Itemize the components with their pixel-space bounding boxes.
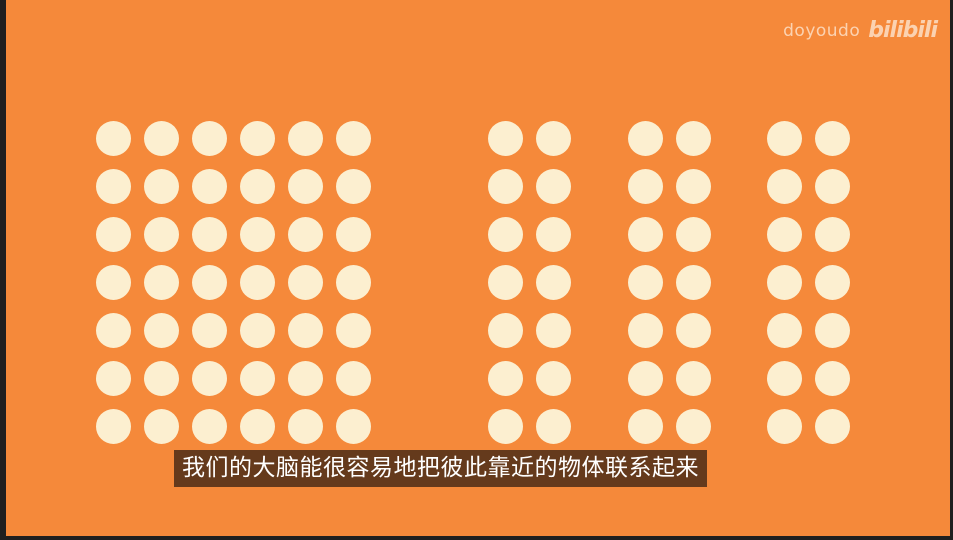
dot-pair-group-2-r1-c1	[628, 121, 663, 156]
dot-left-grid-r2-c3	[192, 169, 227, 204]
dot-pair-group-3-r7-c2	[815, 409, 850, 444]
dot-pair-group-2-r2-c2	[676, 169, 711, 204]
dot-left-grid-r1-c5	[288, 121, 323, 156]
dot-pair-group-1-r6-c2	[536, 361, 571, 396]
dot-left-grid-r6-c5	[288, 361, 323, 396]
dot-pair-group-1-r7-c2	[536, 409, 571, 444]
dot-left-grid-r5-c2	[144, 313, 179, 348]
dot-left-grid-r5-c4	[240, 313, 275, 348]
watermark: doyoudo bilibili	[783, 18, 938, 43]
dot-left-grid-r6-c2	[144, 361, 179, 396]
dot-pair-group-1-r3-c1	[488, 217, 523, 252]
dot-left-grid-r5-c3	[192, 313, 227, 348]
dot-left-grid-r1-c4	[240, 121, 275, 156]
dot-left-grid-r2-c1	[96, 169, 131, 204]
dot-pair-group-3-r7-c1	[767, 409, 802, 444]
subtitle-caption: 我们的大脑能很容易地把彼此靠近的物体联系起来	[174, 450, 707, 487]
dot-pair-group-2-r7-c1	[628, 409, 663, 444]
dot-left-grid-r3-c5	[288, 217, 323, 252]
dot-pair-group-2-r6-c2	[676, 361, 711, 396]
dot-left-grid-r4-c6	[336, 265, 371, 300]
dot-pair-group-3-r3-c2	[815, 217, 850, 252]
dot-left-grid-r4-c3	[192, 265, 227, 300]
dot-pair-group-2-r4-c1	[628, 265, 663, 300]
dot-left-grid-r6-c6	[336, 361, 371, 396]
dot-left-grid-r6-c1	[96, 361, 131, 396]
dot-left-grid-r5-c6	[336, 313, 371, 348]
dot-pair-group-2-r6-c1	[628, 361, 663, 396]
dot-pair-group-1-r3-c2	[536, 217, 571, 252]
dot-left-grid-r3-c2	[144, 217, 179, 252]
dot-left-grid-r7-c3	[192, 409, 227, 444]
dot-pair-group-1-r4-c1	[488, 265, 523, 300]
dot-left-grid-r7-c2	[144, 409, 179, 444]
dot-left-grid-r3-c1	[96, 217, 131, 252]
dot-pair-group-1-r2-c1	[488, 169, 523, 204]
frame-edge-right	[950, 0, 953, 540]
dot-left-grid-r3-c4	[240, 217, 275, 252]
dot-left-grid-r1-c1	[96, 121, 131, 156]
dot-pair-group-2-r3-c1	[628, 217, 663, 252]
dot-left-grid-r1-c6	[336, 121, 371, 156]
dot-left-grid-r4-c1	[96, 265, 131, 300]
dot-pair-group-2-r5-c2	[676, 313, 711, 348]
dot-left-grid-r2-c5	[288, 169, 323, 204]
frame-edge-bottom	[0, 536, 953, 540]
dot-pair-group-3-r6-c2	[815, 361, 850, 396]
dot-left-grid-r7-c5	[288, 409, 323, 444]
dot-left-grid-r7-c1	[96, 409, 131, 444]
dot-left-grid-r4-c5	[288, 265, 323, 300]
dot-pair-group-1-r7-c1	[488, 409, 523, 444]
dot-pair-group-1-r5-c2	[536, 313, 571, 348]
dot-pair-group-3-r3-c1	[767, 217, 802, 252]
dot-pair-group-2-r2-c1	[628, 169, 663, 204]
dot-pair-group-1-r1-c2	[536, 121, 571, 156]
dot-pair-group-3-r4-c1	[767, 265, 802, 300]
dot-pair-group-3-r5-c1	[767, 313, 802, 348]
dot-pair-group-1-r6-c1	[488, 361, 523, 396]
dot-pair-group-1-r5-c1	[488, 313, 523, 348]
dot-left-grid-r1-c3	[192, 121, 227, 156]
dot-left-grid-r2-c4	[240, 169, 275, 204]
dot-pair-group-3-r4-c2	[815, 265, 850, 300]
bilibili-logo-icon: bilibili	[868, 18, 938, 43]
dot-pair-group-3-r1-c1	[767, 121, 802, 156]
dot-left-grid-r3-c6	[336, 217, 371, 252]
dot-left-grid-r2-c6	[336, 169, 371, 204]
dot-left-grid-r7-c4	[240, 409, 275, 444]
dot-pair-group-1-r1-c1	[488, 121, 523, 156]
watermark-channel: doyoudo	[783, 20, 861, 41]
dot-left-grid-r7-c6	[336, 409, 371, 444]
dot-left-grid-r4-c2	[144, 265, 179, 300]
dot-pair-group-3-r2-c1	[767, 169, 802, 204]
dot-pair-group-3-r5-c2	[815, 313, 850, 348]
dot-pair-group-2-r3-c2	[676, 217, 711, 252]
dot-pair-group-1-r4-c2	[536, 265, 571, 300]
dot-pair-group-2-r4-c2	[676, 265, 711, 300]
dot-pair-group-2-r7-c2	[676, 409, 711, 444]
dot-pair-group-2-r5-c1	[628, 313, 663, 348]
dot-left-grid-r6-c4	[240, 361, 275, 396]
dot-left-grid-r5-c5	[288, 313, 323, 348]
dot-pair-group-3-r2-c2	[815, 169, 850, 204]
dot-pair-group-2-r1-c2	[676, 121, 711, 156]
dot-pair-group-3-r6-c1	[767, 361, 802, 396]
dot-pair-group-1-r2-c2	[536, 169, 571, 204]
dot-left-grid-r4-c4	[240, 265, 275, 300]
frame-edge-left	[0, 0, 6, 540]
dot-left-grid-r2-c2	[144, 169, 179, 204]
dot-left-grid-r1-c2	[144, 121, 179, 156]
dot-left-grid-r5-c1	[96, 313, 131, 348]
dot-left-grid-r6-c3	[192, 361, 227, 396]
dot-left-grid-r3-c3	[192, 217, 227, 252]
dot-pair-group-3-r1-c2	[815, 121, 850, 156]
